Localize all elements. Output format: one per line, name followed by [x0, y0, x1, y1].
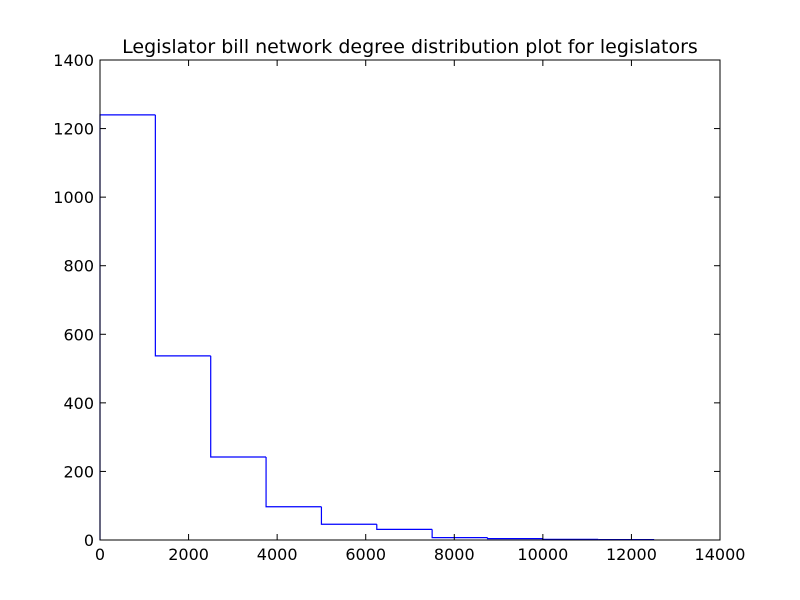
histogram-bin [154, 114, 211, 357]
x-tick-label: 12000 [606, 545, 657, 564]
y-tick-label: 0 [84, 531, 94, 550]
y-tick-label: 1000 [53, 188, 94, 207]
chart-title: Legislator bill network degree distribut… [122, 36, 698, 58]
plot-frame [99, 59, 721, 541]
plot-area [99, 114, 655, 541]
x-tick-label: 6000 [345, 545, 386, 564]
axes: 0 2000 4000 6000 8000 10000 12000 14000 0 200 400 6… [53, 51, 745, 564]
y-tick-label: 1400 [53, 51, 94, 70]
x-tick-label: 14000 [695, 545, 746, 564]
y-tick-label: 600 [63, 325, 94, 344]
y-tick-label: 200 [63, 462, 94, 481]
y-tick-label: 1200 [53, 120, 94, 139]
y-tick-label: 400 [63, 394, 94, 413]
y-tick-label: 800 [63, 257, 94, 276]
histogram-bin [99, 114, 156, 540]
histogram-bin [376, 524, 433, 530]
histogram-bin [320, 506, 377, 525]
x-tick-label: 2000 [168, 545, 209, 564]
x-tick-label: 8000 [434, 545, 475, 564]
histogram-bin [542, 538, 599, 540]
x-tick-label: 10000 [517, 545, 568, 564]
histogram-bin [431, 529, 488, 539]
x-tick-label: 0 [95, 545, 105, 564]
x-tick-label: 4000 [257, 545, 298, 564]
histogram-bin [210, 355, 267, 458]
histogram-bin [486, 537, 543, 540]
histogram-bin [265, 457, 322, 508]
